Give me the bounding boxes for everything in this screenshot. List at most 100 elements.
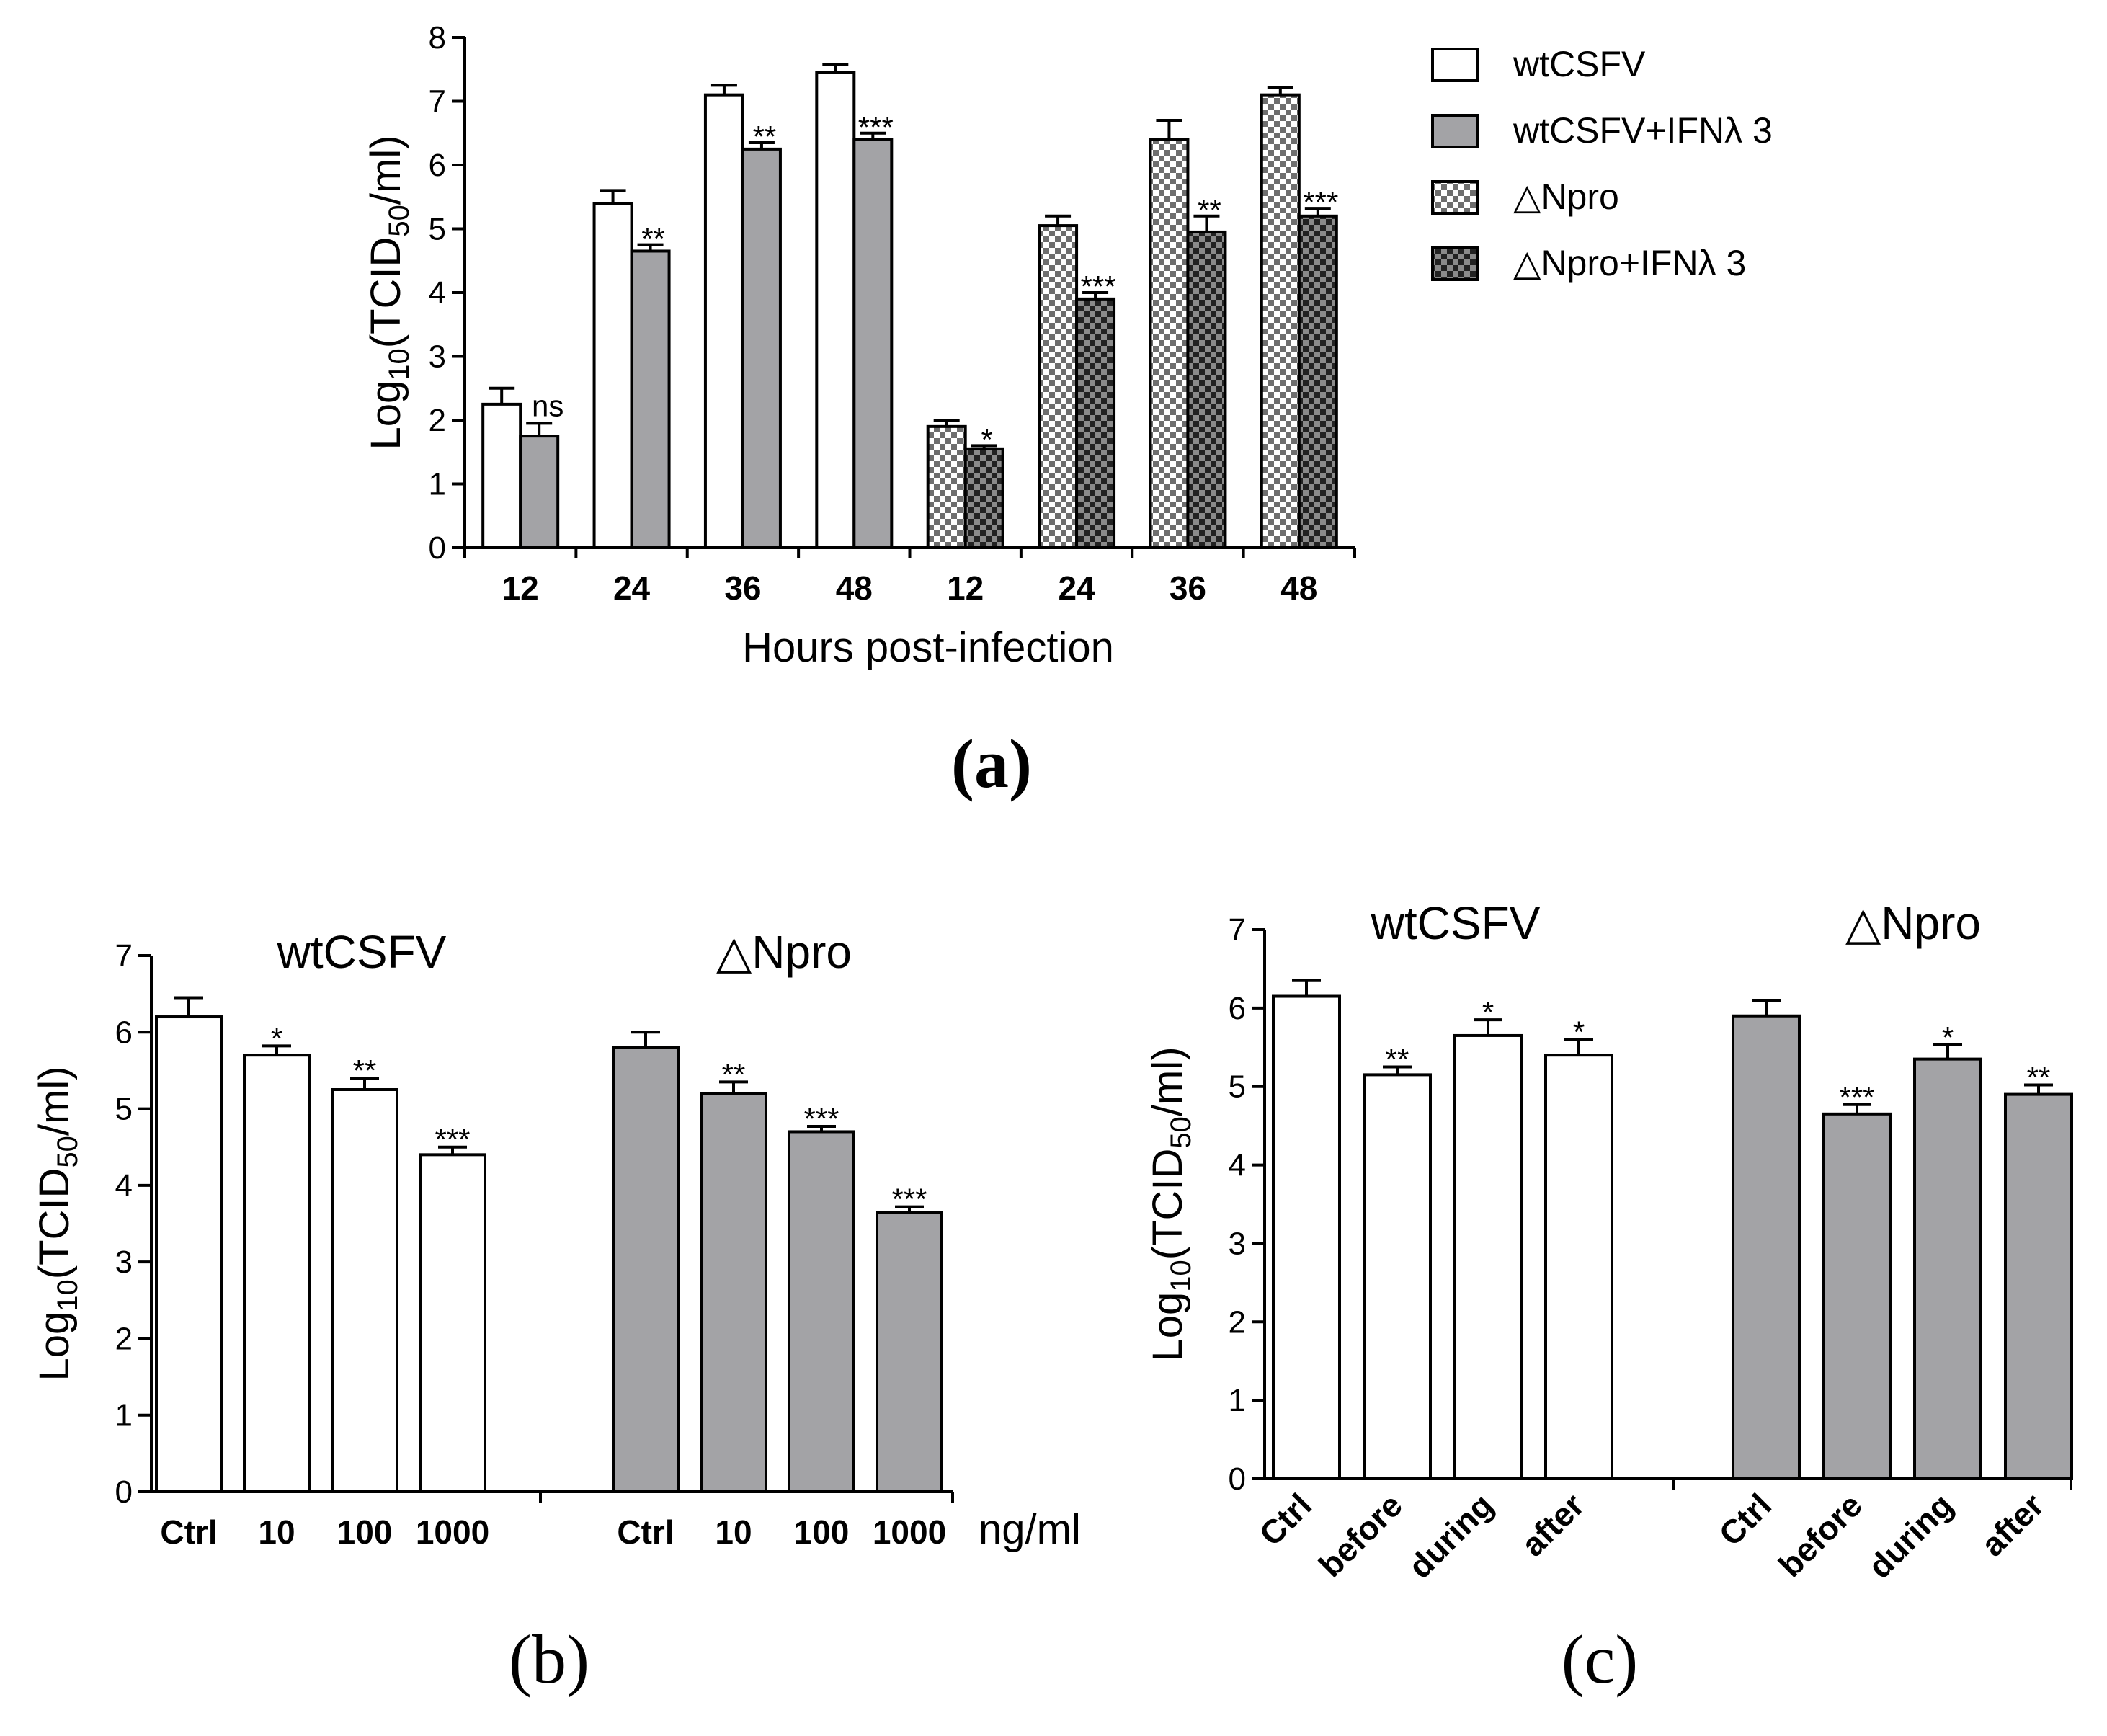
x-tick-label: after	[1974, 1486, 2051, 1563]
y-tick-label: 5	[429, 212, 446, 247]
y-tick-label: 4	[1229, 1148, 1246, 1183]
bar	[1732, 1014, 1801, 1480]
legend-swatch	[1431, 48, 1479, 82]
x-tick-label: 24	[1058, 569, 1095, 607]
bar	[1544, 1054, 1613, 1480]
panel-label: (c)	[1562, 1621, 1639, 1698]
bar	[155, 1015, 223, 1493]
bar	[926, 424, 967, 549]
y-tick-label: 0	[1229, 1461, 1246, 1497]
bar	[1297, 214, 1338, 549]
bar	[1272, 994, 1341, 1480]
bar	[1186, 230, 1227, 549]
legend-swatch	[1431, 114, 1479, 148]
legend-label: wtCSFV+IFNλ 3	[1513, 110, 1773, 151]
bar	[1149, 138, 1190, 550]
significance-label: *	[1482, 995, 1494, 1029]
significance-label: ***	[891, 1183, 927, 1216]
x-tick-label: 10	[715, 1513, 752, 1551]
y-tick-label: 3	[429, 339, 446, 375]
bar	[815, 71, 856, 550]
chart-panel-b: 0 1 2 3 4 5 6 7 wtCSFV Ctrl * 10 ** 100 *** 1000 △Npro Ct…	[31, 926, 1081, 1698]
legend-label: △Npro+IFNλ 3	[1513, 243, 1746, 283]
significance-label: ***	[858, 110, 894, 144]
bar	[2004, 1092, 2073, 1480]
x-tick-label: 36	[724, 569, 761, 607]
significance-label: **	[353, 1054, 377, 1087]
y-tick-label: 7	[115, 938, 133, 974]
group-title: △Npro	[1845, 897, 1981, 949]
y-axis-title: Log10(TCID50/ml)	[1144, 1046, 1197, 1361]
x-tick-label: 100	[337, 1513, 393, 1551]
x-tick-label: after	[1514, 1486, 1591, 1563]
y-tick-label: 3	[115, 1245, 133, 1280]
significance-label: ***	[1081, 270, 1116, 303]
x-tick-label: 1000	[416, 1513, 489, 1551]
significance-label: *	[981, 422, 993, 456]
y-tick-label: 4	[429, 275, 446, 311]
bar	[1822, 1112, 1892, 1481]
x-tick-label: Ctrl	[160, 1513, 217, 1551]
y-tick-label: 0	[115, 1474, 133, 1510]
bar	[419, 1153, 486, 1494]
significance-label: **	[641, 222, 665, 256]
panel-label: (a)	[951, 725, 1032, 802]
x-tick-label: before	[1311, 1486, 1409, 1584]
y-tick-label: 8	[429, 20, 446, 55]
x-tick-label: 36	[1170, 569, 1206, 607]
significance-label: **	[2027, 1061, 2051, 1095]
bar	[630, 249, 671, 549]
significance-label: **	[753, 120, 777, 153]
x-tick-label: before	[1771, 1486, 1869, 1584]
legend-swatch	[1431, 180, 1479, 215]
y-axis-title: Log10(TCID50/ml)	[31, 1066, 84, 1381]
significance-label: ***	[435, 1123, 470, 1157]
bar	[788, 1130, 855, 1493]
bar	[1363, 1073, 1432, 1480]
x-tick-label: 100	[794, 1513, 850, 1551]
significance-label: ***	[1303, 185, 1338, 219]
panel-label: (b)	[509, 1621, 589, 1698]
x-tick-label: 48	[1280, 569, 1317, 607]
y-tick-label: 7	[1229, 912, 1246, 948]
significance-label: ns	[532, 388, 564, 422]
y-axis-title: Log10(TCID50/ml)	[362, 135, 415, 450]
bar	[331, 1088, 398, 1493]
significance-label: **	[722, 1057, 746, 1091]
y-tick-label: 6	[429, 148, 446, 183]
significance-label: **	[1386, 1043, 1409, 1077]
bar	[519, 435, 560, 549]
x-tick-label: Ctrl	[1711, 1486, 1778, 1553]
bar	[700, 1092, 767, 1494]
significance-label: *	[271, 1021, 282, 1055]
bar	[592, 202, 633, 549]
bar	[481, 402, 522, 549]
bar	[243, 1054, 311, 1493]
bar	[612, 1046, 680, 1493]
y-tick-label: 2	[115, 1321, 133, 1356]
y-tick-label: 1	[115, 1398, 133, 1433]
legend-label: △Npro	[1513, 177, 1619, 217]
significance-label: **	[1198, 193, 1221, 227]
significance-label: *	[1942, 1020, 1954, 1054]
bar	[741, 147, 782, 549]
x-tick-label: 12	[947, 569, 984, 607]
group-title: △Npro	[716, 926, 852, 978]
y-tick-label: 2	[429, 403, 446, 438]
bar	[1075, 297, 1116, 549]
chart-panel-c: 0 1 2 3 4 5 6 7 wtCSFV Ctrl ** before * during * after △…	[1144, 897, 2073, 1698]
group-title: wtCSFV	[1371, 897, 1541, 949]
y-tick-label: 1	[429, 467, 446, 502]
y-tick-label: 6	[1229, 991, 1246, 1026]
bar	[1260, 93, 1301, 549]
bar	[852, 138, 894, 550]
bar	[1913, 1057, 1982, 1480]
y-tick-label: 4	[115, 1168, 133, 1203]
bar	[963, 447, 1004, 550]
y-tick-label: 3	[1229, 1226, 1246, 1261]
x-tick-label: 10	[258, 1513, 295, 1551]
y-tick-label: 2	[1229, 1304, 1246, 1340]
significance-label: *	[1573, 1015, 1585, 1049]
x-tick-label: Ctrl	[1252, 1486, 1319, 1553]
